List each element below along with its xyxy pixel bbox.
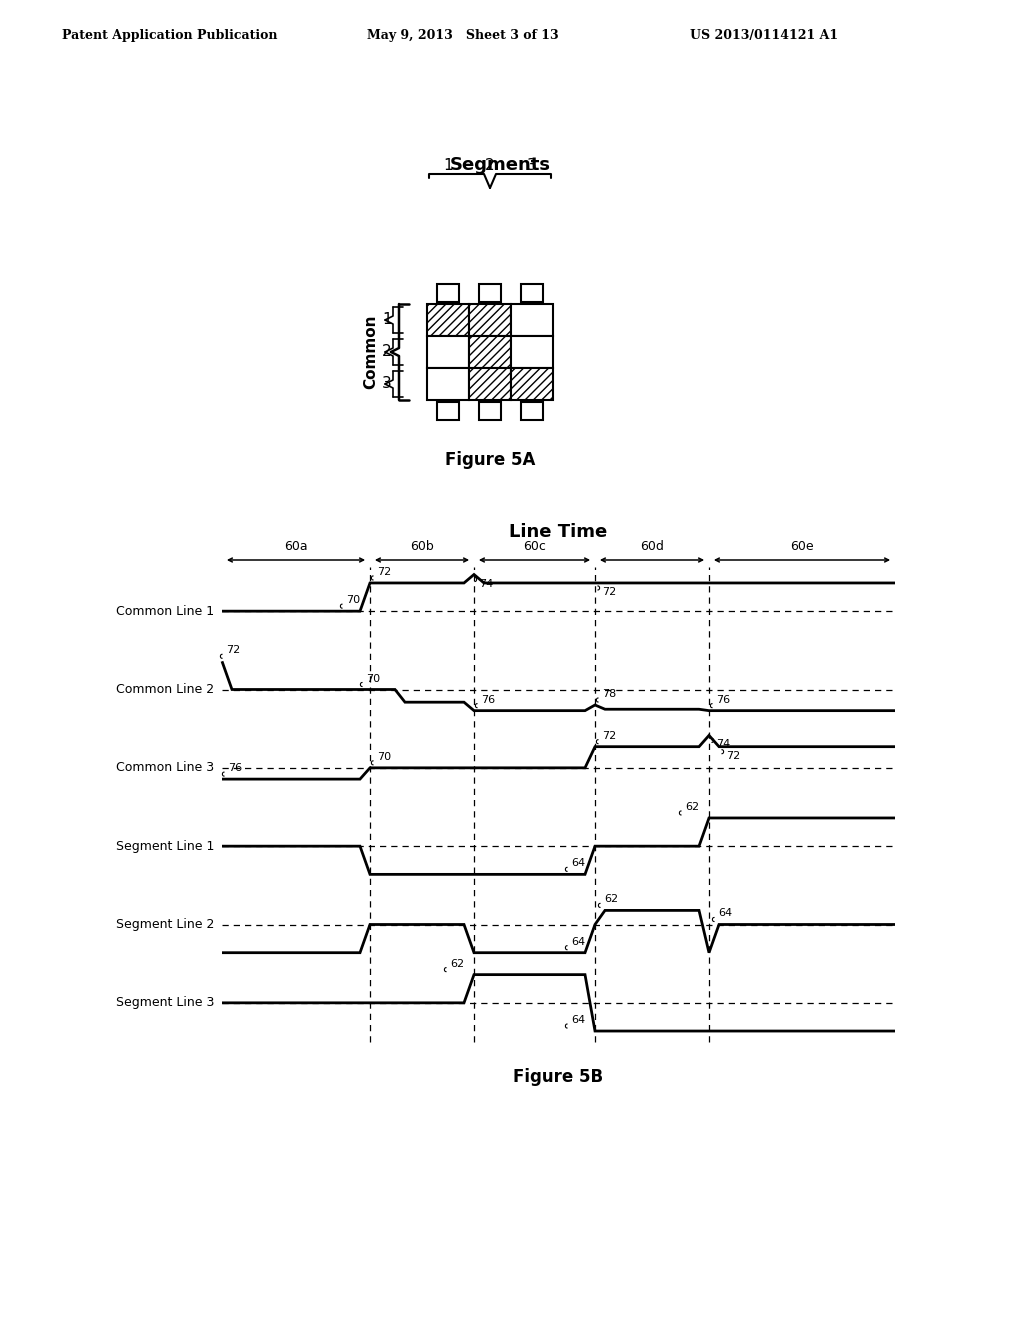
Text: May 9, 2013   Sheet 3 of 13: May 9, 2013 Sheet 3 of 13 bbox=[367, 29, 559, 41]
Text: 1: 1 bbox=[382, 313, 392, 327]
Text: Common: Common bbox=[364, 314, 379, 389]
Text: 60e: 60e bbox=[791, 540, 814, 553]
Text: 76: 76 bbox=[481, 694, 496, 705]
Bar bbox=[437, 403, 459, 420]
Text: 64: 64 bbox=[571, 858, 585, 869]
Text: 1: 1 bbox=[443, 158, 453, 173]
Text: 76: 76 bbox=[228, 763, 242, 774]
Text: 60a: 60a bbox=[285, 540, 308, 553]
Bar bbox=[469, 368, 511, 400]
Bar bbox=[511, 337, 553, 368]
Bar bbox=[427, 368, 469, 400]
Bar bbox=[511, 368, 553, 400]
Bar bbox=[427, 304, 469, 337]
Bar bbox=[521, 403, 543, 420]
Text: 74: 74 bbox=[716, 739, 730, 750]
Text: 62: 62 bbox=[604, 895, 618, 904]
Text: US 2013/0114121 A1: US 2013/0114121 A1 bbox=[690, 29, 838, 41]
Bar bbox=[427, 337, 469, 368]
Bar bbox=[479, 403, 501, 420]
Text: 74: 74 bbox=[479, 578, 494, 589]
Text: Segments: Segments bbox=[450, 156, 551, 174]
Text: 64: 64 bbox=[718, 908, 732, 919]
Text: 62: 62 bbox=[685, 803, 699, 812]
Text: Figure 5B: Figure 5B bbox=[513, 1068, 603, 1086]
Text: 64: 64 bbox=[571, 1015, 585, 1026]
Text: 72: 72 bbox=[602, 731, 616, 741]
Text: Line Time: Line Time bbox=[509, 523, 607, 541]
Text: 78: 78 bbox=[602, 689, 616, 700]
Text: Common Line 3: Common Line 3 bbox=[116, 762, 214, 775]
Text: 70: 70 bbox=[366, 673, 380, 684]
Text: 70: 70 bbox=[346, 595, 360, 605]
Text: 2: 2 bbox=[382, 345, 392, 359]
Bar bbox=[469, 337, 511, 368]
Text: 72: 72 bbox=[377, 568, 391, 577]
Text: 60c: 60c bbox=[523, 540, 546, 553]
Text: 76: 76 bbox=[716, 694, 730, 705]
Text: Common Line 1: Common Line 1 bbox=[116, 605, 214, 618]
Text: 2: 2 bbox=[485, 158, 495, 173]
Text: Segment Line 1: Segment Line 1 bbox=[116, 840, 214, 853]
Text: 3: 3 bbox=[382, 376, 392, 392]
Text: Segment Line 3: Segment Line 3 bbox=[116, 997, 214, 1010]
Text: 72: 72 bbox=[726, 751, 740, 760]
Bar bbox=[469, 304, 511, 337]
Bar bbox=[479, 284, 501, 302]
Bar bbox=[521, 284, 543, 302]
Text: 62: 62 bbox=[450, 958, 464, 969]
Bar bbox=[511, 304, 553, 337]
Text: 64: 64 bbox=[571, 937, 585, 946]
Text: Common Line 2: Common Line 2 bbox=[116, 682, 214, 696]
Text: 3: 3 bbox=[527, 158, 537, 173]
Text: 72: 72 bbox=[226, 645, 241, 655]
Text: Patent Application Publication: Patent Application Publication bbox=[62, 29, 278, 41]
Bar bbox=[437, 284, 459, 302]
Text: 72: 72 bbox=[602, 587, 616, 597]
Text: 60d: 60d bbox=[640, 540, 664, 553]
Text: Segment Line 2: Segment Line 2 bbox=[116, 917, 214, 931]
Text: 70: 70 bbox=[377, 752, 391, 762]
Text: 60b: 60b bbox=[411, 540, 434, 553]
Text: Figure 5A: Figure 5A bbox=[444, 451, 536, 469]
